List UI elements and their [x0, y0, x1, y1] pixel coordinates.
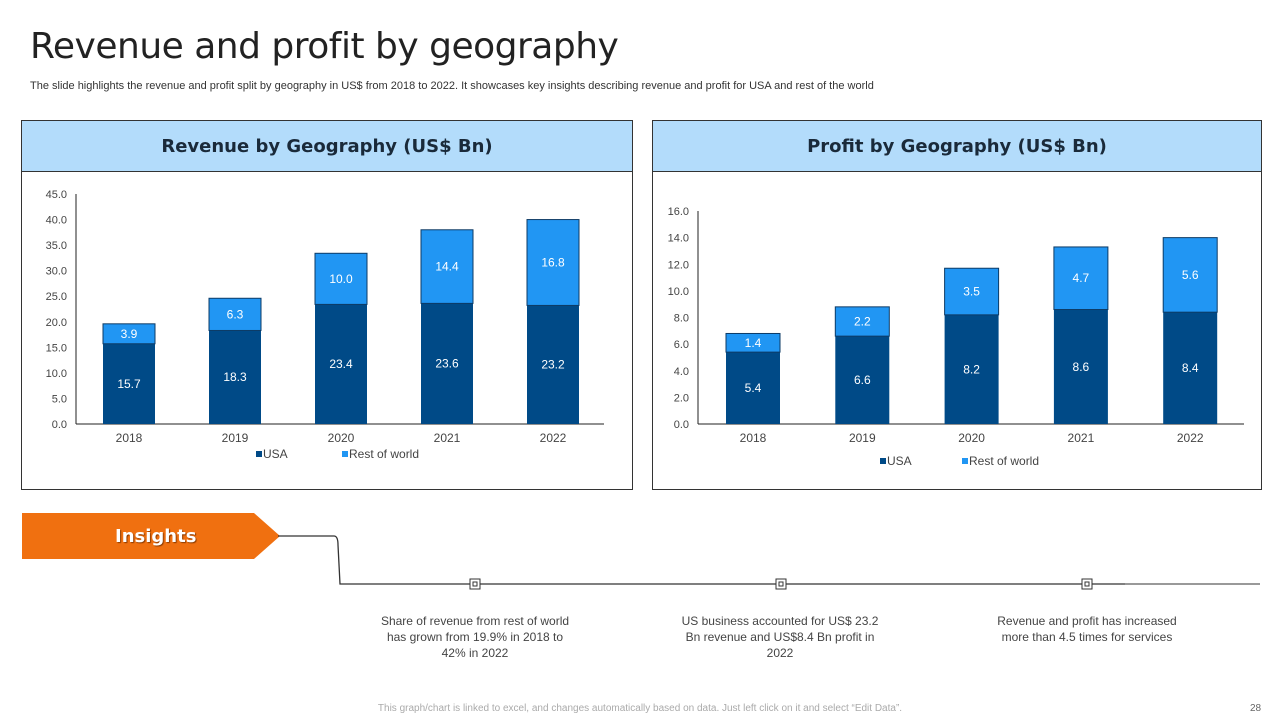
- bar-rest-of-world: [526, 219, 580, 306]
- x-tick-label: 2018: [116, 431, 143, 445]
- y-tick-label: 45.0: [46, 189, 67, 201]
- bar-usa: [835, 336, 890, 424]
- data-label: 4.7: [1073, 271, 1090, 285]
- page-number: 28: [1250, 703, 1262, 714]
- y-tick-label: 0.0: [52, 419, 67, 431]
- x-tick-label: 2018: [740, 431, 767, 445]
- bar-usa: [527, 305, 579, 424]
- timeline-marker: [1081, 578, 1093, 590]
- timeline-marker: [469, 578, 481, 590]
- data-label: 8.4: [1182, 361, 1199, 375]
- data-label: 1.4: [745, 336, 762, 350]
- bar-usa: [421, 303, 473, 424]
- bar-rest-of-world: [1053, 246, 1109, 311]
- insight-2: US business accounted for US$ 23.2 Bn re…: [681, 614, 879, 660]
- bar-usa: [726, 352, 780, 424]
- bar-rest-of-world: [1162, 237, 1218, 313]
- x-tick-label: 2020: [958, 431, 985, 445]
- bar-rest-of-world: [725, 332, 781, 353]
- y-tick-label: 40.0: [46, 215, 67, 227]
- bar-rest-of-world: [314, 252, 368, 305]
- y-tick-label: 12.0: [668, 259, 689, 271]
- legend-swatch: [256, 451, 262, 457]
- revenue-chart-panel[interactable]: Revenue by Geography (US$ Bn) 0.0 5.0 10.0…: [21, 120, 633, 490]
- bar-rest-of-world: [102, 323, 156, 345]
- y-tick-label: 20.0: [46, 317, 67, 329]
- footer-note: This graph/chart is linked to excel, and…: [377, 703, 903, 714]
- data-label: 23.6: [435, 357, 459, 371]
- x-tick-label: 2021: [434, 431, 461, 445]
- legend-swatch: [880, 458, 886, 464]
- data-label: 23.2: [541, 358, 565, 372]
- profit-chart[interactable]: 0.0 2.0 4.0 6.0 8.0 10.0 12.0 14.0 16.0 5.4 1.4 201…: [653, 121, 1263, 491]
- bar-usa: [1163, 312, 1218, 424]
- bar-usa: [209, 330, 261, 424]
- y-tick-label: 10.0: [668, 286, 689, 298]
- legend-label: USA: [263, 447, 288, 461]
- insight-1: Share of revenue from rest of world has …: [380, 614, 570, 660]
- x-tick-label: 2020: [328, 431, 355, 445]
- legend-label: Rest of world: [969, 454, 1039, 468]
- profit-chart-panel[interactable]: Profit by Geography (US$ Bn) 0.0 2.0 4.0 6.…: [652, 120, 1262, 490]
- data-label: 3.5: [963, 285, 980, 299]
- y-tick-label: 25.0: [46, 291, 67, 303]
- bar-usa: [315, 304, 367, 424]
- data-label: 18.3: [223, 370, 247, 384]
- data-label: 10.0: [329, 272, 353, 286]
- data-label: 6.6: [854, 373, 871, 387]
- y-tick-label: 5.0: [52, 393, 67, 405]
- legend-swatch: [342, 451, 348, 457]
- y-tick-label: 14.0: [668, 233, 689, 245]
- bar-usa: [944, 314, 999, 424]
- legend-label: Rest of world: [349, 447, 419, 461]
- data-label: 8.2: [963, 362, 980, 376]
- bar-usa: [1053, 309, 1108, 424]
- y-tick-label: 35.0: [46, 240, 67, 252]
- timeline-marker: [775, 578, 787, 590]
- x-tick-label: 2019: [849, 431, 876, 445]
- data-label: 15.7: [117, 377, 141, 391]
- y-tick-label: 10.0: [46, 368, 67, 380]
- bar-rest-of-world: [944, 267, 1000, 316]
- y-tick-label: 2.0: [674, 392, 689, 404]
- revenue-chart-title: Revenue by Geography (US$ Bn): [22, 121, 632, 172]
- data-label: 3.9: [121, 327, 138, 341]
- insights-label: Insights: [22, 513, 280, 559]
- data-label: 5.6: [1182, 268, 1199, 282]
- x-tick-label: 2019: [222, 431, 249, 445]
- bar-rest-of-world: [208, 297, 262, 331]
- y-tick-label: 6.0: [674, 339, 689, 351]
- y-tick-label: 15.0: [46, 342, 67, 354]
- y-tick-label: 30.0: [46, 266, 67, 278]
- y-tick-label: 0.0: [674, 419, 689, 431]
- y-tick-label: 4.0: [674, 366, 689, 378]
- data-label: 23.4: [329, 357, 353, 371]
- page-title: Revenue and profit by geography: [30, 26, 619, 67]
- data-label: 8.6: [1073, 360, 1090, 374]
- data-label: 6.3: [227, 307, 244, 321]
- x-tick-label: 2022: [1177, 431, 1204, 445]
- y-tick-label: 16.0: [668, 206, 689, 218]
- data-label: 2.2: [854, 314, 871, 328]
- insight-3: Revenue and profit has increased more th…: [997, 614, 1177, 644]
- revenue-chart[interactable]: 0.0 5.0 10.0 15.0 20.0 25.0 30.0 35.0 40.0 45.0 15…: [22, 121, 634, 491]
- page-subtitle: The slide highlights the revenue and pro…: [30, 80, 874, 92]
- legend-swatch: [962, 458, 968, 464]
- legend-label: USA: [887, 454, 912, 468]
- x-tick-label: 2022: [540, 431, 567, 445]
- data-label: 14.4: [435, 260, 459, 274]
- profit-chart-title: Profit by Geography (US$ Bn): [653, 121, 1261, 172]
- y-tick-label: 8.0: [674, 313, 689, 325]
- bar-usa: [103, 343, 155, 424]
- bar-rest-of-world: [420, 229, 474, 304]
- bar-rest-of-world: [834, 306, 890, 337]
- x-tick-label: 2021: [1068, 431, 1095, 445]
- data-label: 5.4: [745, 381, 762, 395]
- data-label: 16.8: [541, 255, 565, 269]
